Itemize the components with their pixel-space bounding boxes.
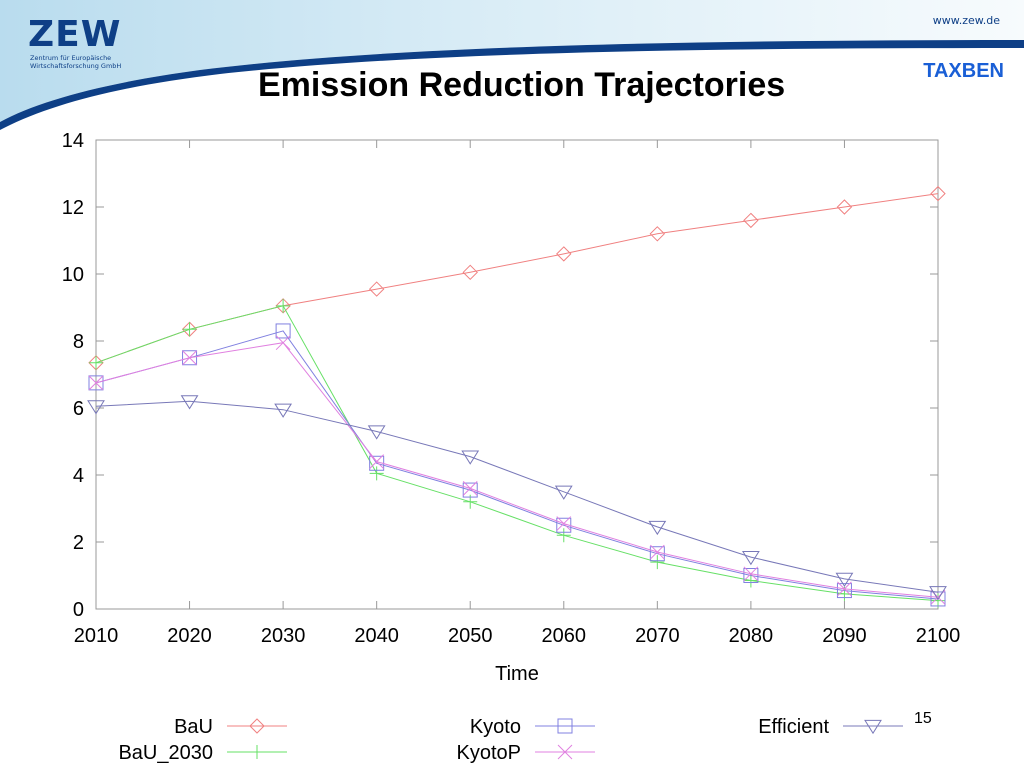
- data-point-bau: [649, 226, 666, 242]
- y-tick-label: 6: [73, 398, 84, 420]
- data-point-kyoto: [88, 375, 104, 391]
- x-tick-label: 2030: [261, 625, 306, 647]
- data-point-kyotop: [743, 566, 759, 582]
- brand-tag: TAXBEN: [923, 60, 1004, 82]
- x-tick-label: 2100: [916, 625, 961, 647]
- legend-label: Kyoto: [470, 716, 521, 738]
- series-line-efficient: [95, 400, 939, 593]
- data-point-bau-2030: [89, 355, 103, 370]
- x-tick-label: 2080: [729, 625, 774, 647]
- series-line-kyoto: [95, 330, 939, 600]
- x-tick-label: 2020: [167, 625, 212, 647]
- data-point-kyoto: [275, 323, 291, 339]
- data-point-kyotop: [182, 350, 197, 366]
- data-point-bau: [930, 185, 946, 202]
- x-tick-label: 2090: [822, 625, 867, 647]
- data-point-efficient: [741, 550, 760, 566]
- y-tick-label: 2: [73, 532, 84, 554]
- legend-marker: [864, 719, 882, 735]
- data-point-bau-2030: [369, 466, 384, 481]
- data-point-bau: [836, 199, 853, 215]
- legend-marker: [250, 745, 264, 759]
- legend-marker: [557, 718, 573, 734]
- data-point-bau-2030: [182, 322, 197, 337]
- legend-label: Efficient: [758, 716, 829, 738]
- header-banner: ZEW Zentrum für Europäische Wirtschaftsf…: [0, 0, 1024, 130]
- legend-marker: [557, 744, 573, 760]
- data-point-efficient: [835, 572, 854, 587]
- data-point-efficient: [274, 403, 293, 418]
- x-tick-label: 2040: [354, 625, 399, 647]
- zew-logo: ZEW: [28, 14, 122, 55]
- x-tick-label: 2010: [74, 625, 119, 647]
- data-point-bau-2030: [650, 555, 665, 570]
- series-line-bau-2030: [95, 305, 939, 602]
- y-tick-label: 8: [73, 331, 84, 353]
- y-tick-label: 12: [62, 197, 84, 219]
- data-point-kyotop: [556, 516, 572, 531]
- x-tick-label: 2050: [448, 625, 493, 647]
- page-number: 15: [914, 710, 932, 727]
- page-title: Emission Reduction Trajectories: [258, 66, 786, 104]
- banner-background: [0, 0, 1024, 130]
- data-point-efficient: [554, 485, 573, 500]
- data-point-kyoto: [836, 583, 852, 599]
- data-point-efficient: [180, 395, 199, 410]
- data-point-efficient: [648, 520, 667, 536]
- data-point-bau: [462, 264, 478, 281]
- y-tick-label: 14: [62, 130, 84, 152]
- data-point-kyoto: [462, 482, 478, 498]
- data-point-kyotop: [649, 544, 665, 560]
- x-tick-label: 2070: [635, 625, 680, 647]
- data-point-bau: [556, 246, 572, 262]
- data-point-kyotop: [369, 454, 385, 469]
- data-point-efficient: [87, 400, 105, 415]
- legend-label: BaU: [174, 716, 213, 738]
- legend-label: BaU_2030: [118, 742, 213, 764]
- plot-frame: [95, 139, 939, 610]
- logo-subtitle-line1: Zentrum für Europäische: [30, 54, 112, 62]
- data-point-kyotop: [275, 335, 291, 351]
- data-point-kyotop: [88, 375, 104, 391]
- data-point-bau-2030: [931, 593, 945, 608]
- logo-subtitle-line2: Wirtschaftsforschung GmbH: [30, 62, 122, 70]
- data-point-bau-2030: [556, 528, 571, 543]
- data-point-kyotop: [462, 481, 478, 496]
- y-tick-label: 4: [73, 465, 84, 487]
- legend-label: KyotoP: [457, 742, 521, 764]
- series-line-bau: [95, 193, 939, 364]
- logo-subtitle: Zentrum für Europäische Wirtschaftsforsc…: [30, 54, 150, 70]
- data-point-efficient: [461, 450, 480, 465]
- data-point-bau: [368, 281, 385, 297]
- website-url: www.zew.de: [932, 14, 1000, 27]
- y-tick-label: 0: [73, 599, 84, 621]
- data-point-bau-2030: [276, 298, 291, 313]
- y-tick-label: 10: [62, 264, 84, 286]
- data-point-efficient: [367, 425, 386, 440]
- legend-marker: [249, 718, 265, 734]
- x-tick-label: 2060: [542, 625, 587, 647]
- data-point-kyotop: [837, 581, 852, 597]
- data-point-kyoto: [743, 568, 759, 583]
- x-axis-label: Time: [495, 663, 539, 685]
- data-point-kyoto: [182, 350, 198, 366]
- series-line-kyotop: [95, 342, 939, 598]
- data-point-bau: [743, 212, 759, 229]
- data-point-efficient: [929, 586, 947, 601]
